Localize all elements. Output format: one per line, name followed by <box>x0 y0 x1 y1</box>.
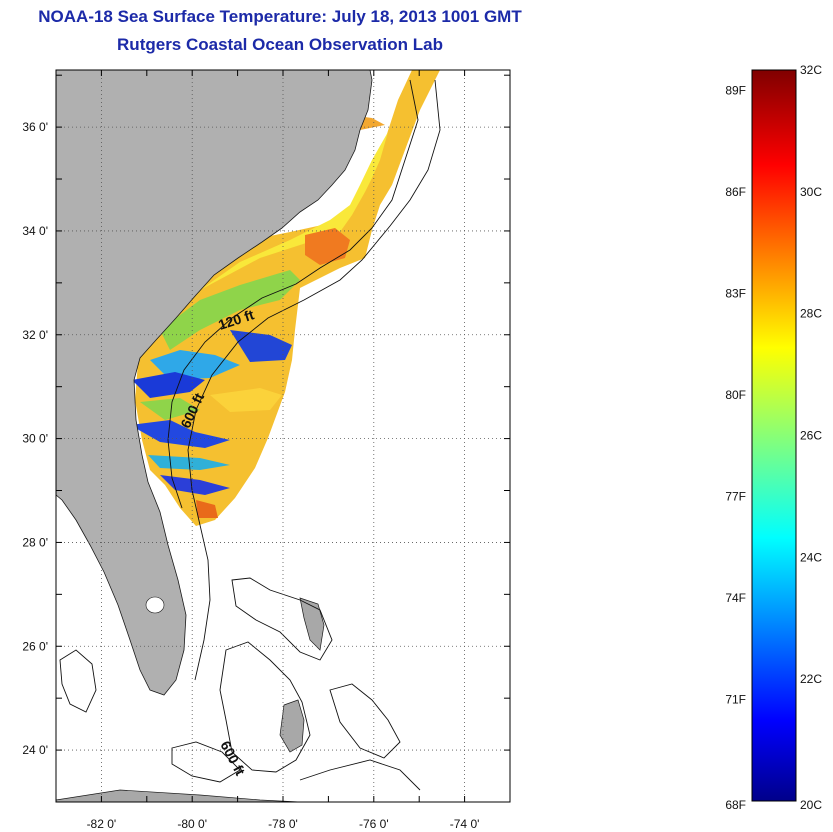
colorbar-celsius-label: 32C <box>800 63 822 77</box>
colorbar-celsius-label: 30C <box>800 185 822 199</box>
land-us-southeast <box>56 70 373 696</box>
bahamas-island-andros <box>279 699 305 753</box>
colorbar-celsius-label: 20C <box>800 798 822 812</box>
lon-tick-label: -78 0' <box>268 817 298 831</box>
colorbar-fahrenheit-label: 71F <box>725 692 746 706</box>
lon-tick-label: -80 0' <box>177 817 207 831</box>
map-subtitle: Rutgers Coastal Ocean Observation Lab <box>117 35 443 54</box>
colorbar <box>751 69 797 802</box>
lat-tick-label: 26 0' <box>22 639 48 653</box>
colorbar-celsius-label: 22C <box>800 672 822 686</box>
colorbar-fahrenheit-label: 89F <box>725 83 746 97</box>
colorbar-fahrenheit-label: 74F <box>725 591 746 605</box>
lat-tick-label: 24 0' <box>22 743 48 757</box>
bahamas-island-abaco <box>299 597 325 651</box>
lon-tick-label: -76 0' <box>359 817 389 831</box>
colorbar-fahrenheit-label: 80F <box>725 388 746 402</box>
colorbar-fahrenheit-label: 83F <box>725 286 746 300</box>
bathymetry-contours <box>59 79 441 791</box>
colorbar-fahrenheit-label: 86F <box>725 185 746 199</box>
map-title: NOAA-18 Sea Surface Temperature: July 18… <box>38 7 522 26</box>
lon-tick-label: -82 0' <box>87 817 117 831</box>
lat-tick-label: 32 0' <box>22 328 48 342</box>
lake-okeechobee <box>145 596 165 614</box>
colorbar-celsius-label: 26C <box>800 429 822 443</box>
colorbar-celsius-label: 28C <box>800 307 822 321</box>
lat-tick-label: 28 0' <box>22 535 48 549</box>
colorbar-fahrenheit-label: 68F <box>725 798 746 812</box>
lon-tick-label: -74 0' <box>450 817 480 831</box>
lat-tick-label: 30 0' <box>22 432 48 446</box>
colorbar-fahrenheit-label: 77F <box>725 489 746 503</box>
lat-tick-label: 34 0' <box>22 224 48 238</box>
lat-tick-label: 36 0' <box>22 120 48 134</box>
colorbar-celsius-label: 24C <box>800 550 822 564</box>
cuba-coast <box>56 789 301 802</box>
